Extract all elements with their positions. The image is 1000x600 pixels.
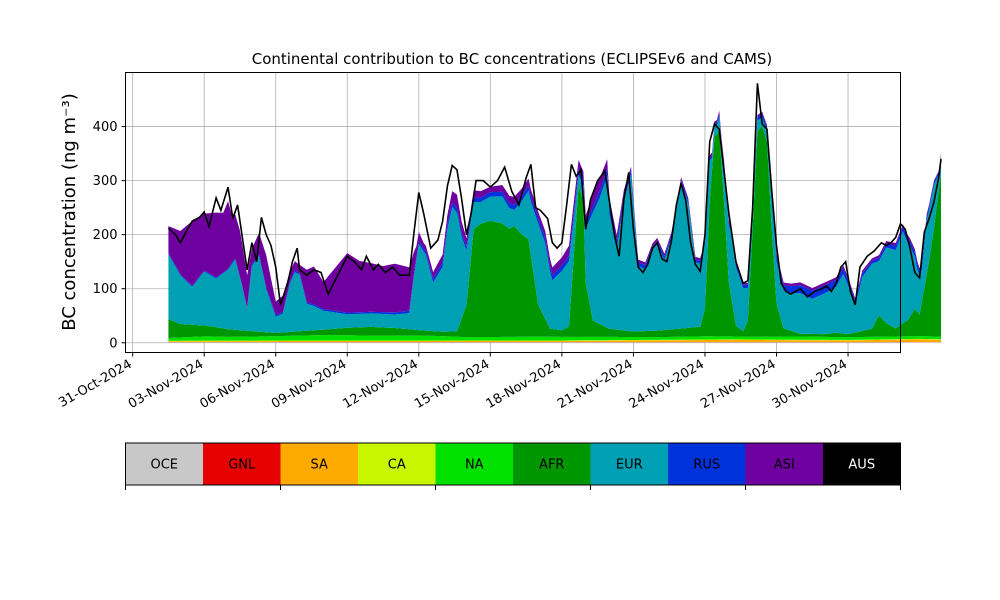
x-tick-label: 21-Nov-2024 (555, 357, 635, 412)
x-tick-label: 15-Nov-2024 (412, 357, 492, 412)
legend-label-afr: AFR (539, 458, 564, 473)
area-eur (168, 116, 942, 335)
x-axis-ticks: 31-Oct-202403-Nov-202406-Nov-202409-Nov-… (56, 352, 850, 412)
legend-swatch-aus (823, 443, 901, 485)
area-asi (168, 110, 942, 316)
total-outline (167, 83, 942, 306)
x-tick-label: 27-Nov-2024 (698, 357, 778, 412)
legend-label-sa: SA (311, 458, 328, 473)
y-tick-label: 100 (93, 282, 118, 297)
legend-label-asi: ASI (774, 458, 795, 473)
legend-label-eur: EUR (616, 458, 643, 473)
plot-frame (125, 72, 901, 353)
legend-label-oce: OCE (150, 458, 178, 473)
area-oce (168, 342, 942, 343)
legend-swatch-ca (358, 443, 436, 485)
area-ca (168, 338, 942, 342)
legend-label-na: NA (465, 458, 484, 473)
y-axis-label: BC concentration (ng m⁻³) (59, 93, 80, 331)
total-line (167, 83, 942, 306)
legend: OCE GNL SA CA NA AFR EUR RUS ASI AUS (125, 442, 901, 490)
legend-swatch-gnl (203, 443, 281, 485)
y-tick-label: 400 (93, 120, 118, 135)
legend-label-gnl: GNL (228, 458, 256, 473)
x-tick-label: 18-Nov-2024 (484, 357, 564, 412)
legend-swatch-eur (590, 443, 668, 485)
legend-swatch-afr (513, 443, 591, 485)
legend-label-rus: RUS (693, 458, 720, 473)
y-tick-label: 200 (93, 228, 118, 243)
legend-label-aus: AUS (848, 458, 875, 473)
y-tick-label: 0 (109, 336, 117, 351)
legend-swatch-oce (125, 443, 203, 485)
x-tick-label: 30-Nov-2024 (770, 357, 850, 412)
area-rus (168, 113, 942, 317)
x-tick-label: 12-Nov-2024 (341, 357, 421, 412)
x-tick-label: 31-Oct-2024 (56, 357, 134, 411)
area-na (168, 335, 942, 341)
x-tick-label: 06-Nov-2024 (197, 357, 277, 412)
legend-swatch-sa (280, 443, 358, 485)
legend-swatch-asi (745, 443, 823, 485)
x-tick-label: 03-Nov-2024 (126, 357, 206, 412)
legend-label-ca: CA (388, 458, 406, 473)
chart-title: Continental contribution to BC concentra… (252, 50, 773, 68)
x-tick-label: 09-Nov-2024 (269, 357, 349, 412)
legend-frame (125, 442, 901, 486)
legend-swatch-rus (668, 443, 746, 485)
stacked-areas (168, 110, 942, 343)
area-sa (168, 339, 942, 343)
y-axis-ticks: 0 100 200 300 400 (93, 120, 126, 351)
x-tick-label: 24-Nov-2024 (627, 357, 707, 412)
legend-swatch-na (435, 443, 513, 485)
y-tick-label: 300 (93, 174, 118, 189)
